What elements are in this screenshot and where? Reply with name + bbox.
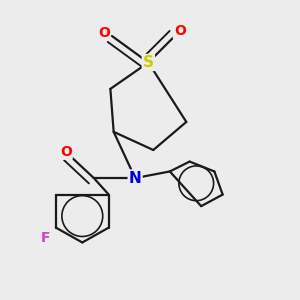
Text: O: O: [174, 24, 186, 38]
Text: S: S: [143, 55, 154, 70]
Text: F: F: [41, 230, 51, 244]
Text: N: N: [129, 171, 142, 186]
Text: O: O: [60, 145, 72, 159]
Text: O: O: [98, 26, 110, 40]
